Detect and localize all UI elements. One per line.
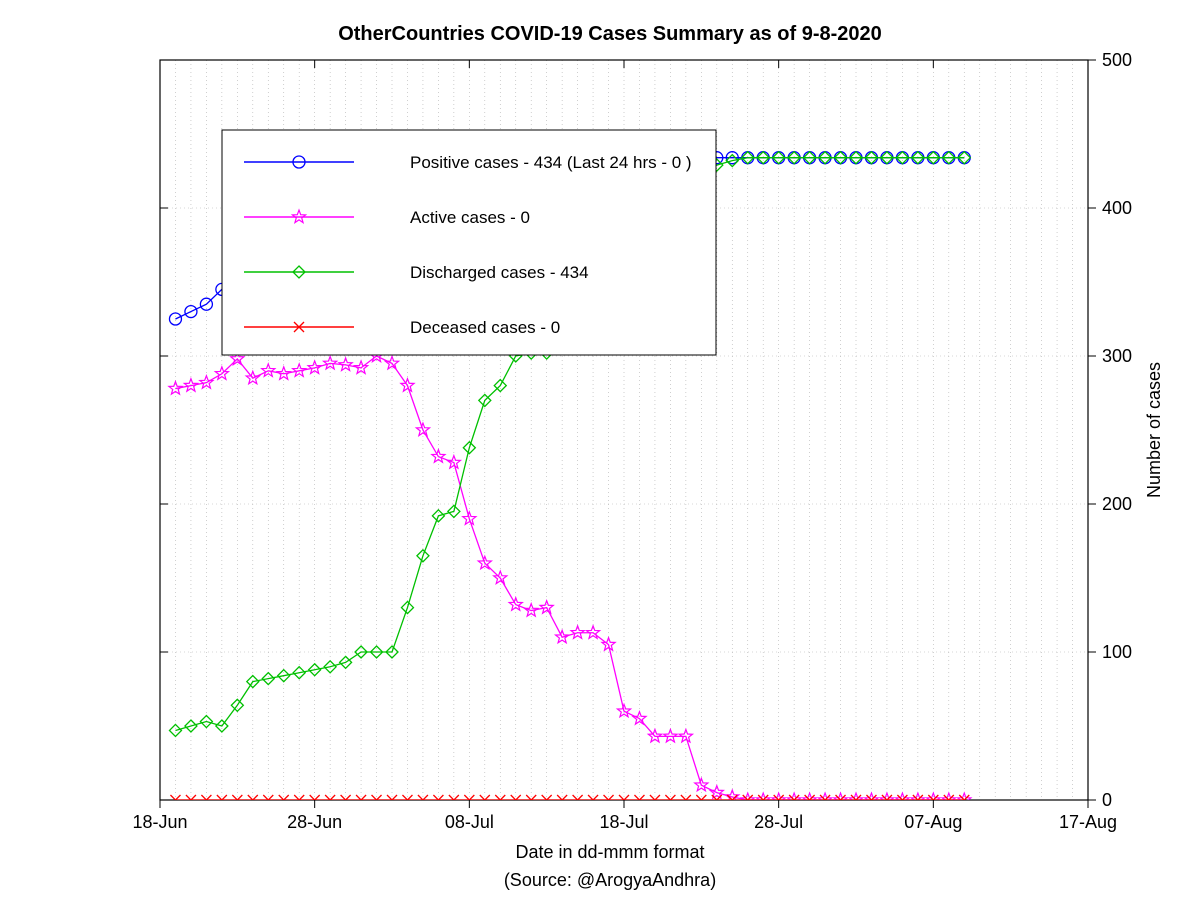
svg-text:500: 500 [1102, 50, 1132, 70]
svg-text:Deceased cases - 0: Deceased cases - 0 [410, 318, 560, 337]
legend: Positive cases - 434 (Last 24 hrs - 0 ) A… [222, 130, 716, 355]
svg-text:17-Aug: 17-Aug [1059, 812, 1117, 832]
svg-text:28-Jun: 28-Jun [287, 812, 342, 832]
chart-svg: OtherCountries COVID-19 Cases Summary as… [0, 0, 1200, 900]
svg-text:400: 400 [1102, 198, 1132, 218]
svg-text:OtherCountries COVID-19 Cases: OtherCountries COVID-19 Cases Summary as… [338, 23, 882, 45]
svg-text:18-Jun: 18-Jun [132, 812, 187, 832]
svg-text:Number of cases: Number of cases [1144, 362, 1164, 498]
svg-text:08-Jul: 08-Jul [445, 812, 494, 832]
svg-text:28-Jul: 28-Jul [754, 812, 803, 832]
svg-text:(Source: @ArogyaAndhra): (Source: @ArogyaAndhra) [504, 870, 716, 890]
svg-text:300: 300 [1102, 346, 1132, 366]
chart-container: OtherCountries COVID-19 Cases Summary as… [0, 0, 1200, 900]
svg-text:Date in dd-mmm format: Date in dd-mmm format [515, 842, 704, 862]
svg-text:Discharged cases - 434: Discharged cases - 434 [410, 263, 589, 282]
svg-text:0: 0 [1102, 790, 1112, 810]
svg-text:200: 200 [1102, 494, 1132, 514]
svg-text:07-Aug: 07-Aug [904, 812, 962, 832]
svg-text:18-Jul: 18-Jul [599, 812, 648, 832]
svg-text:Positive cases - 434 (Last 24: Positive cases - 434 (Last 24 hrs - 0 ) [410, 153, 692, 172]
svg-text:Active cases - 0: Active cases - 0 [410, 208, 530, 227]
svg-text:100: 100 [1102, 642, 1132, 662]
